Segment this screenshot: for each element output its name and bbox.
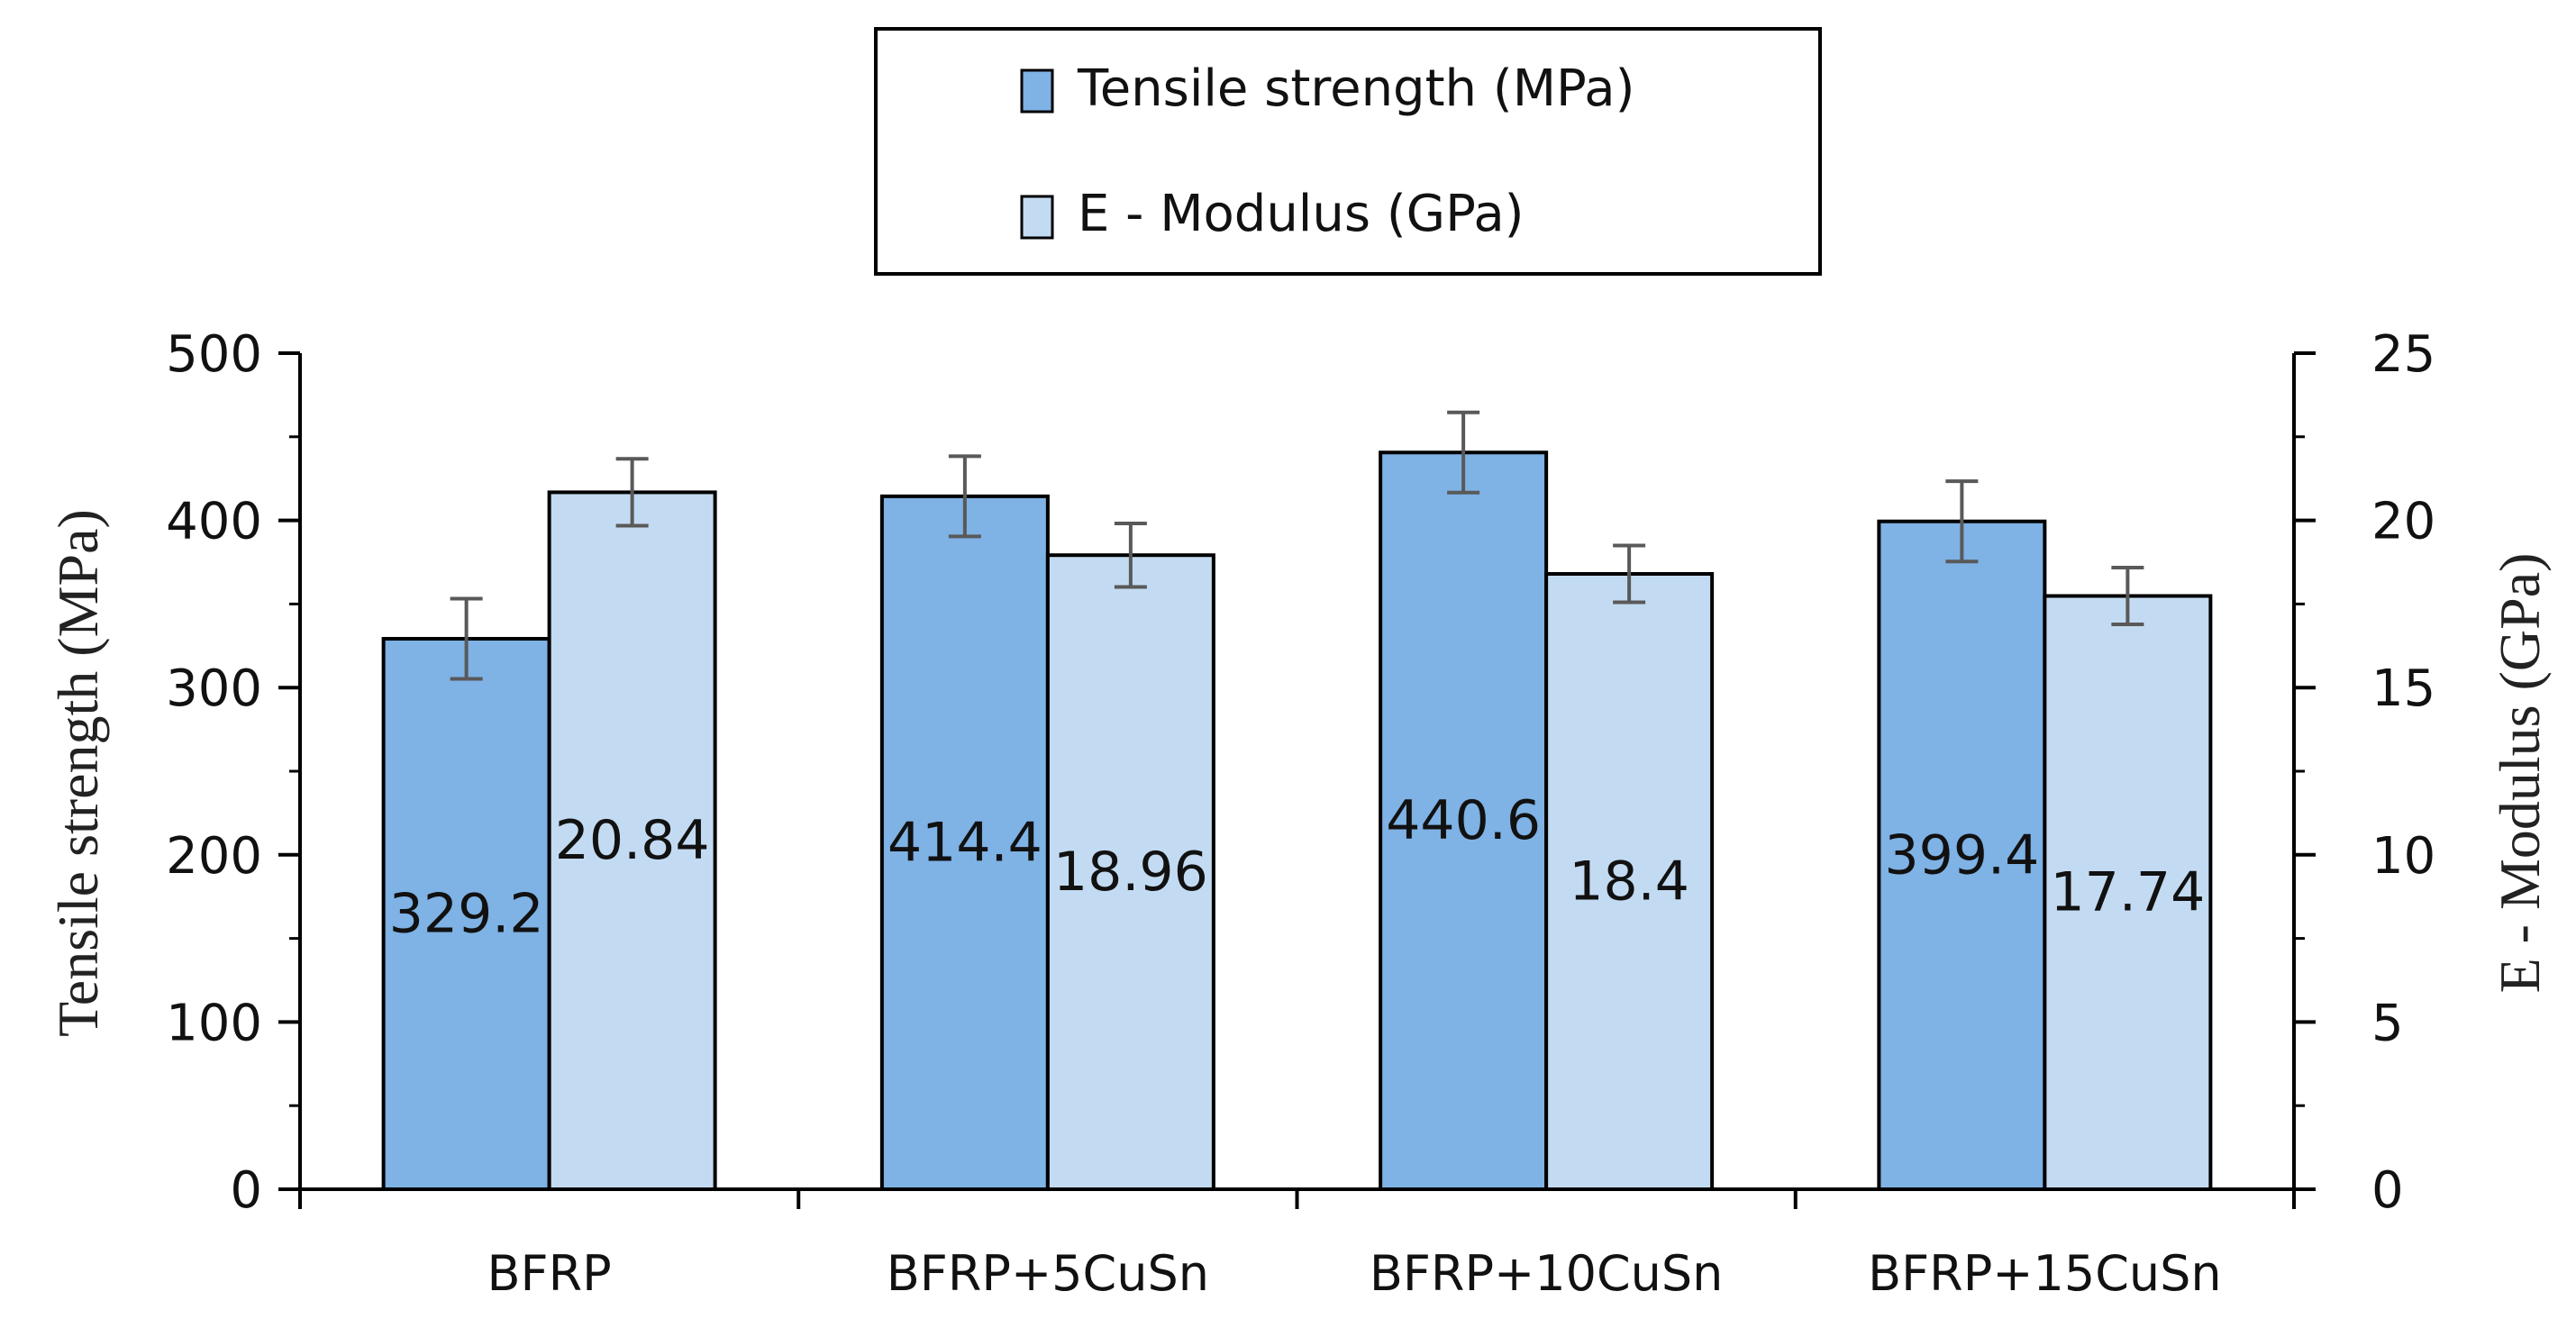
y-tick-label-left: 400	[166, 493, 262, 551]
axes: BFRP BFRP+5CuSn BFRP+10CuSn BFRP+15CuSn0100…	[166, 325, 2435, 1302]
y-tick-label-left: 200	[166, 827, 262, 886]
x-tick-label: BFRP	[487, 1245, 612, 1302]
data-label: 399.4	[1884, 823, 2039, 887]
data-label: 18.96	[1053, 841, 1208, 904]
data-label: 17.74	[2050, 861, 2205, 924]
data-label: 329.2	[389, 883, 544, 946]
x-tick-label: BFRP+15CuSn	[1868, 1245, 2222, 1302]
y-tick-label-left: 100	[166, 994, 262, 1052]
data-labels: 329.220.84 414.4 18.96 440.6 18.4 399.417.74	[389, 789, 2206, 945]
bar-modulus	[2043, 594, 2213, 1191]
y-tick-label-right: 25	[2371, 325, 2435, 384]
y-tick-label-right: 5	[2371, 994, 2404, 1052]
legend-label-modulus: E - Modulus (GPa)	[1078, 185, 1525, 243]
bars	[381, 410, 2213, 1191]
y-tick-label-right: 10	[2371, 827, 2435, 886]
y-tick-label-right: 15	[2371, 659, 2435, 718]
data-label: 414.4	[887, 811, 1042, 874]
legend: Tensile strength (MPa) E - Modulus (GPa)	[874, 27, 1822, 276]
data-label: 18.4	[1569, 850, 1689, 913]
x-tick-label: BFRP+5CuSn	[887, 1245, 1209, 1302]
y-axis-title-left: Tensile strength (MPa)	[46, 509, 110, 1037]
x-tick-label: BFRP+10CuSn	[1370, 1245, 1724, 1302]
legend-swatch-modulus	[1020, 195, 1054, 240]
legend-label-tensile: Tensile strength (MPa)	[1077, 59, 1634, 118]
bar-tensile	[1877, 519, 2047, 1191]
bar-modulus	[547, 490, 717, 1191]
data-label: 20.84	[555, 809, 710, 872]
y-tick-label-left: 500	[166, 325, 262, 384]
data-label: 440.6	[1386, 789, 1541, 852]
legend-swatch-tensile	[1020, 68, 1054, 114]
bar-tensile	[381, 637, 551, 1191]
y-tick-label-right: 20	[2371, 493, 2435, 551]
y-tick-label-left: 0	[230, 1161, 262, 1220]
y-tick-label-left: 300	[166, 659, 262, 718]
y-axis-title-right: E - Modulus (GPa)	[2488, 553, 2552, 994]
y-tick-label-right: 0	[2371, 1161, 2404, 1220]
